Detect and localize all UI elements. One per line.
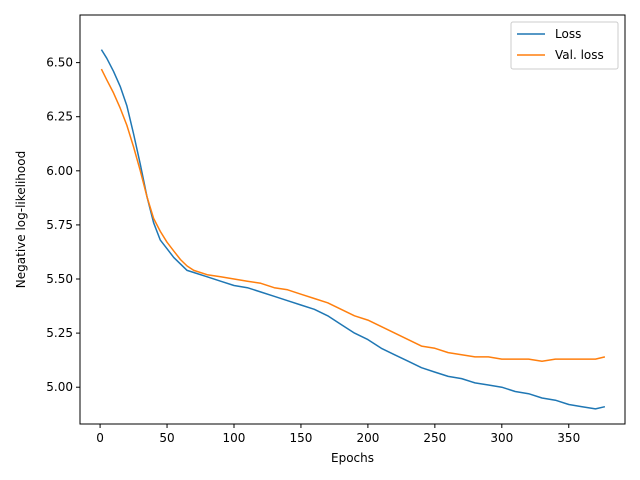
legend: Loss Val. loss: [510, 21, 619, 70]
x-axis-label: Epochs: [331, 451, 374, 465]
y-tick-label: 5.00: [46, 380, 73, 394]
y-tick-label: 5.75: [46, 218, 73, 232]
x-tick-label: 150: [289, 431, 312, 445]
series-line-val-loss: [100, 68, 606, 362]
legend-label-val-loss: Val. loss: [555, 48, 604, 62]
x-tick-label: 300: [490, 431, 513, 445]
x-tick-label: 350: [557, 431, 580, 445]
x-tick-label: 50: [159, 431, 174, 445]
y-axis-label: Negative log-likelihood: [14, 151, 28, 288]
y-axis-ticks: 5.00 5.25 5.50 5.75 6.00 6.25 6.50: [46, 56, 80, 394]
legend-label-loss: Loss: [555, 27, 581, 41]
y-tick-label: 5.50: [46, 272, 73, 286]
x-tick-label: 200: [356, 431, 379, 445]
x-tick-label: 100: [223, 431, 246, 445]
x-tick-label: 250: [423, 431, 446, 445]
x-axis-ticks: 0 50 100 150 200 250 300 350: [96, 424, 580, 445]
y-tick-label: 6.50: [46, 56, 73, 70]
series-layer: [100, 49, 606, 410]
plot-frame: [79, 14, 626, 425]
y-tick-label: 6.25: [46, 110, 73, 124]
y-tick-label: 5.25: [46, 326, 73, 340]
x-tick-label: 0: [96, 431, 104, 445]
y-tick-label: 6.00: [46, 164, 73, 178]
